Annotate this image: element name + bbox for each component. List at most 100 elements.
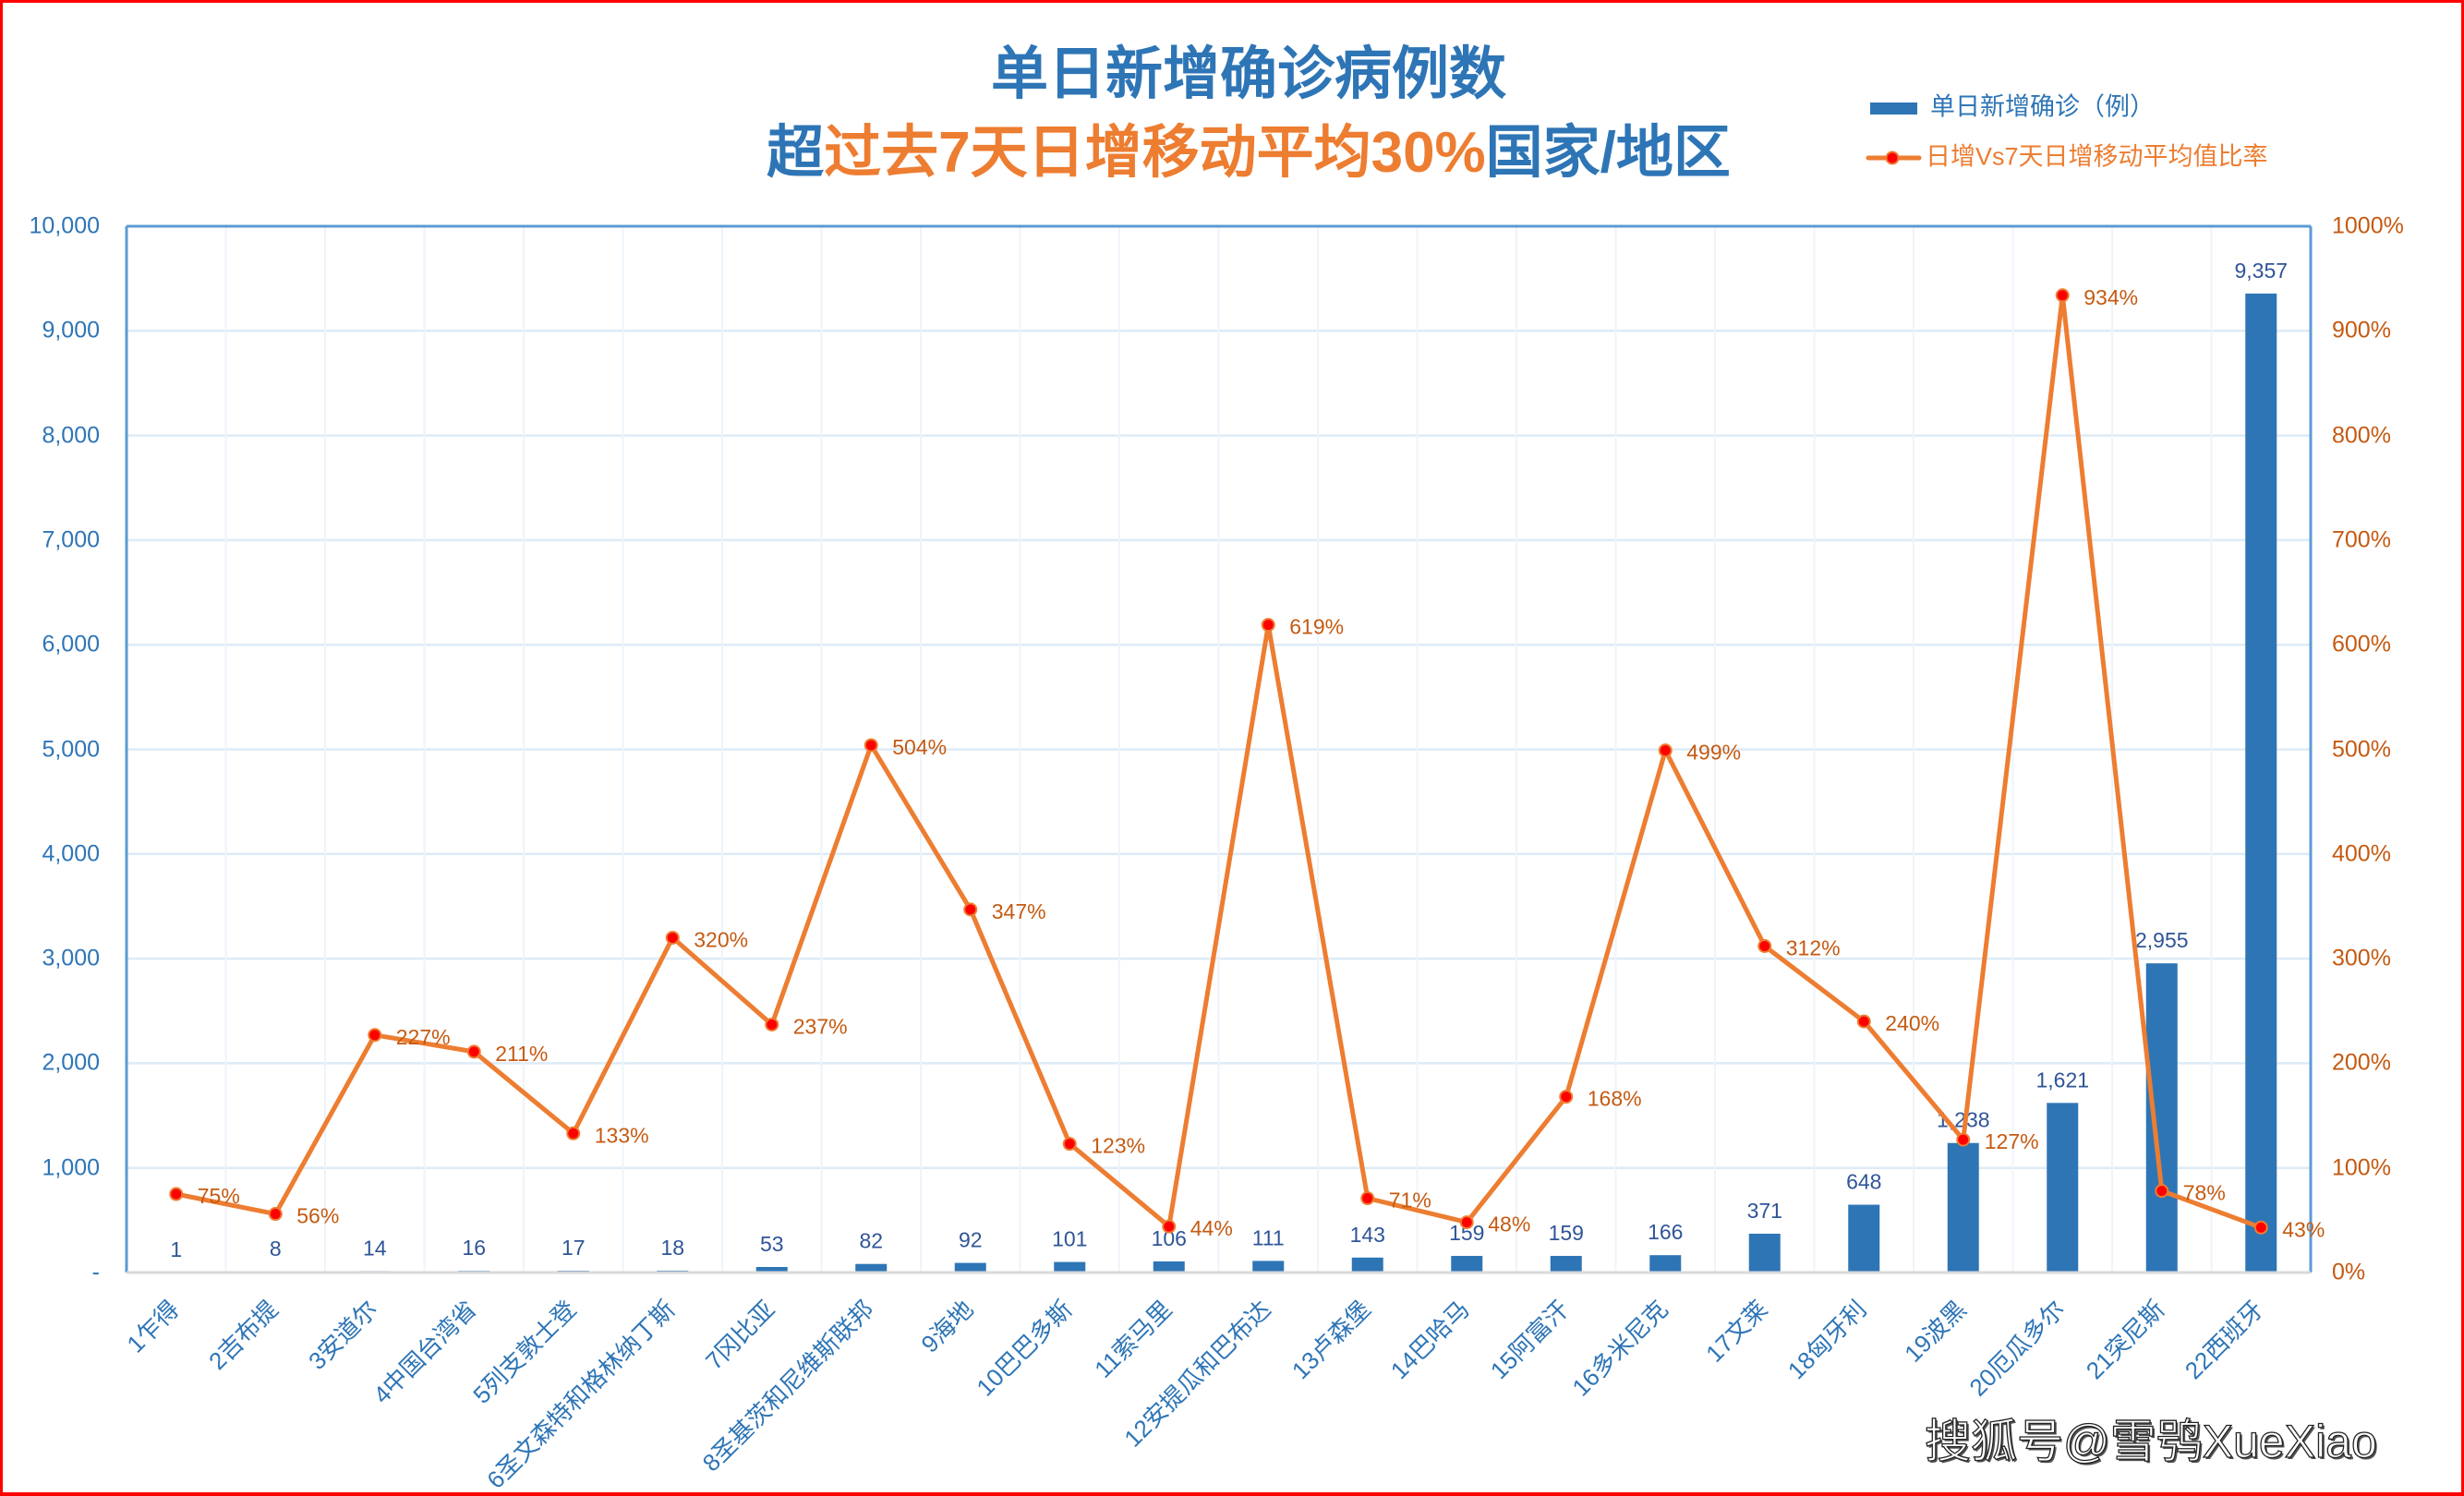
line-point-marker — [466, 1044, 481, 1059]
line-point-marker — [169, 1187, 184, 1201]
line-point-marker — [268, 1207, 283, 1222]
bar — [1451, 1255, 1483, 1273]
bar-value-label: 1 — [170, 1237, 182, 1261]
line-point-marker — [2155, 1184, 2169, 1199]
y-right-tick-label: 100% — [2332, 1154, 2391, 1181]
y-left-tick-label: - — [91, 1259, 100, 1285]
line-point-marker — [2253, 1220, 2268, 1235]
line-point-marker — [1360, 1191, 1375, 1206]
bar-value-label: 53 — [760, 1232, 784, 1256]
watermark: 搜狐号@雪鸮XueXiao — [1924, 1416, 2377, 1467]
line-value-label: 211% — [495, 1042, 548, 1066]
line-value-label: 56% — [296, 1204, 339, 1228]
ratio-line — [174, 293, 2264, 1230]
chart-subtitle: 超过去7天日增移动平均30%国家/地区 — [767, 125, 1731, 182]
line-point-marker — [368, 1028, 382, 1043]
y-left-tick-label: 10,000 — [29, 212, 100, 239]
line-value-label: 312% — [1786, 936, 1841, 960]
y-left-tick-label: 6,000 — [42, 631, 100, 658]
line-point-marker — [963, 902, 978, 917]
bar — [855, 1263, 888, 1273]
subtitle-segment-highlight: 过去7天日增移动平均30% — [824, 121, 1486, 185]
line-value-label: 123% — [1091, 1134, 1145, 1158]
bar-value-label: 14 — [363, 1236, 387, 1260]
line-value-label: 127% — [1985, 1129, 2039, 1153]
line-value-label: 78% — [2183, 1181, 2226, 1205]
line-point-marker — [665, 930, 680, 945]
y-left-tick-label: 8,000 — [42, 422, 100, 449]
plot-border — [125, 224, 2313, 1274]
bar — [1054, 1261, 1086, 1273]
y-right-tick-label: 700% — [2332, 526, 2391, 553]
line-value-label: 168% — [1588, 1087, 1642, 1111]
bar — [1947, 1142, 1979, 1273]
line-point-marker — [765, 1017, 779, 1032]
bar — [1351, 1257, 1383, 1273]
bar — [755, 1266, 788, 1273]
bar — [1550, 1255, 1582, 1273]
line-point-marker — [1459, 1215, 1474, 1230]
line-point-marker — [1062, 1137, 1077, 1152]
bar-value-label: 8 — [270, 1237, 282, 1261]
subtitle-segment: 国家/地区 — [1485, 121, 1731, 185]
bar — [1153, 1261, 1185, 1273]
line-value-label: 619% — [1289, 615, 1344, 639]
bar-value-label: 16 — [462, 1236, 486, 1260]
line-value-label: 71% — [1389, 1188, 1431, 1212]
bar — [1252, 1261, 1285, 1273]
bar-value-label: 1,621 — [2035, 1068, 2089, 1092]
line-value-label: 347% — [992, 899, 1046, 923]
bar-value-label: 159 — [1549, 1221, 1584, 1245]
y-left-tick-label: 3,000 — [42, 945, 100, 971]
y-left-tick-label: 2,000 — [42, 1049, 100, 1076]
line-point-marker — [1162, 1219, 1177, 1234]
y-right-tick-label: 500% — [2332, 736, 2391, 762]
y-left-tick-label: 9,000 — [42, 317, 100, 344]
bar-value-label: 371 — [1747, 1199, 1782, 1223]
line-value-label: 227% — [396, 1025, 451, 1049]
line-point-marker — [1559, 1090, 1574, 1104]
line-value-labels: 75% 56% 227% 211% 133% 320% 237% 504% 347% 123% 44… — [198, 285, 2325, 1242]
line-value-label: 48% — [1488, 1212, 1530, 1237]
line-value-label: 43% — [2282, 1217, 2325, 1241]
bar — [1848, 1204, 1880, 1273]
bar-series — [160, 293, 2277, 1273]
y-right-tick-label: 600% — [2332, 631, 2391, 658]
y-right-tick-label: 800% — [2332, 422, 2391, 449]
bar-value-label: 9,357 — [2234, 259, 2288, 283]
bar-value-label: 101 — [1052, 1227, 1087, 1251]
bar-swatch-icon — [1870, 103, 1917, 115]
y-right-tick-label: 900% — [2332, 317, 2391, 344]
line-point-marker — [566, 1126, 581, 1140]
bar-value-label: 111 — [1252, 1225, 1285, 1249]
y-right-tick-label: 400% — [2332, 840, 2391, 867]
line-point-marker — [1757, 939, 1772, 954]
y-right-tick-label: 0% — [2332, 1259, 2366, 1285]
line-value-label: 133% — [595, 1123, 649, 1147]
bar — [1748, 1233, 1781, 1273]
line-value-label: 499% — [1686, 741, 1741, 765]
line-point-marker — [1658, 743, 1673, 758]
line-marker-icon — [1866, 151, 1922, 165]
bar-value-label: 92 — [959, 1228, 983, 1252]
y-left-tick-label: 4,000 — [42, 840, 100, 867]
line-value-label: 237% — [793, 1014, 848, 1038]
bar — [2047, 1103, 2079, 1273]
bar-value-label: 166 — [1648, 1220, 1683, 1244]
legend-label-bars: 单日新增确诊（例） — [1930, 92, 2155, 121]
line-value-label: 320% — [694, 927, 748, 951]
y-right-tick-label: 300% — [2332, 945, 2391, 971]
bar-value-label: 18 — [660, 1236, 684, 1260]
bar — [2245, 293, 2277, 1273]
legend-label-line: 日增Vs7天日增移动平均值比率 — [1926, 142, 2268, 171]
bar-value-label: 143 — [1350, 1223, 1385, 1247]
bar-value-label: 82 — [859, 1229, 883, 1253]
bar-value-label: 2,955 — [2135, 928, 2189, 952]
line-point-marker — [1956, 1132, 1971, 1147]
line-point-marker — [2055, 288, 2070, 303]
line-point-marker — [1261, 618, 1275, 633]
bar-value-labels: 1 8 14 16 17 18 53 82 92 101 106 111 143 159 159 166371… — [170, 259, 2288, 1261]
line-value-label: 75% — [198, 1184, 240, 1208]
y-left-tick-label: 7,000 — [42, 526, 100, 553]
